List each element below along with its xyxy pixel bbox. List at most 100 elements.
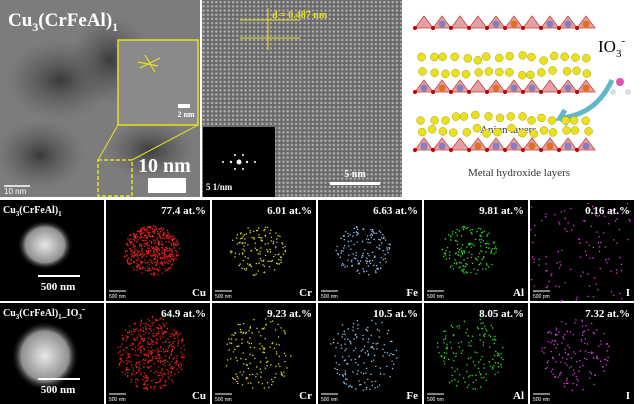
anion — [582, 53, 591, 63]
content-label: 9.23 at.% — [267, 308, 312, 320]
metal-atom — [582, 84, 590, 92]
scale-label: 10 nm — [4, 187, 27, 196]
anion — [494, 53, 504, 63]
oxygen — [521, 26, 525, 30]
metal-atom — [420, 84, 428, 92]
anion — [570, 126, 580, 135]
anion — [495, 113, 505, 123]
map-background — [106, 303, 210, 404]
map-background — [212, 200, 316, 301]
anion — [416, 116, 425, 125]
oxygen — [485, 90, 489, 94]
scale-label: 500 nm — [321, 294, 338, 300]
anion — [448, 128, 458, 137]
ion-label: IO3- — [598, 35, 625, 60]
oxygen — [467, 26, 471, 30]
anion — [562, 67, 572, 76]
scale-label: 500 nm — [321, 397, 338, 403]
element-signal — [226, 318, 292, 389]
metal-atom — [564, 20, 572, 28]
oxygen — [503, 148, 507, 152]
element-label: Cu — [192, 390, 206, 402]
anion — [581, 116, 591, 126]
anion — [584, 127, 593, 136]
metal-atom — [420, 142, 428, 150]
content-label: 9.81 at.% — [479, 205, 524, 217]
tem-panel: 2 nm Cu3(CrFeAl)1 10 nm 10 nm — [0, 0, 200, 197]
metal-atom — [474, 20, 482, 28]
anion — [518, 128, 527, 138]
element-label: Cr — [299, 390, 312, 402]
oxygen — [539, 90, 543, 94]
oxygen — [557, 90, 561, 94]
scale-label: 5 nm — [344, 169, 366, 180]
scale-label: 500 nm — [533, 397, 550, 403]
element-label: I — [626, 390, 630, 402]
anion — [451, 68, 460, 78]
sample-label: Cu3(CrFeAl)1_IO3- — [3, 304, 85, 321]
anion — [548, 66, 557, 75]
anion — [427, 125, 437, 134]
anion — [472, 123, 482, 133]
oxygen — [485, 148, 489, 152]
anion — [430, 116, 439, 125]
scale-label: 500 nm — [427, 294, 444, 300]
oxygen — [449, 148, 453, 152]
anion — [507, 123, 516, 133]
sample-label: Cu3(CrFeAl)1 — [3, 205, 62, 218]
element-label: Al — [513, 287, 524, 299]
anion — [474, 68, 484, 77]
oxygen — [413, 26, 417, 30]
anion — [463, 54, 472, 63]
anion — [438, 52, 447, 62]
anion — [438, 127, 448, 136]
anion — [451, 112, 461, 121]
metal-atom — [456, 84, 464, 92]
oxygen — [467, 148, 471, 152]
metal-atom — [528, 20, 536, 28]
anion — [441, 116, 450, 125]
content-label: 64.9 at.% — [161, 308, 206, 320]
inset-scale: 2 nm — [177, 110, 194, 119]
anion — [527, 116, 536, 125]
anion — [562, 126, 571, 135]
metal-atom — [528, 142, 536, 150]
fft-scale: 5 1/nm — [206, 182, 233, 192]
anion — [462, 128, 472, 137]
metal-atom — [420, 20, 428, 28]
anion — [518, 51, 527, 60]
scale-label: 500 nm — [215, 397, 232, 403]
anion — [484, 67, 494, 76]
anion — [529, 129, 539, 138]
anion — [417, 52, 426, 62]
element-label: Fe — [406, 287, 418, 299]
metal-atom — [492, 20, 500, 28]
map-background — [424, 200, 528, 301]
metal-atom — [564, 84, 572, 92]
anion — [547, 116, 557, 125]
scale-label: 500 nm — [109, 397, 126, 403]
map-background — [212, 303, 316, 404]
oxygen — [575, 148, 579, 152]
scale-label: 500 nm — [215, 294, 232, 300]
oxygen — [449, 26, 453, 30]
oxygen — [431, 90, 435, 94]
anion — [473, 56, 483, 65]
metal-atom — [528, 84, 536, 92]
oxygen — [557, 148, 561, 152]
anion — [527, 52, 536, 62]
element-label: Cr — [299, 287, 312, 299]
anion — [495, 67, 504, 77]
particle — [11, 321, 79, 391]
element-signal — [437, 318, 504, 390]
anion — [450, 52, 459, 62]
anion — [430, 68, 439, 77]
anion — [537, 68, 546, 77]
oxygen — [467, 90, 471, 94]
map-background — [318, 200, 422, 301]
metal-atom — [456, 142, 464, 150]
content-label: 0.16 at.% — [585, 205, 630, 217]
anion — [481, 52, 491, 61]
particle — [17, 220, 73, 270]
